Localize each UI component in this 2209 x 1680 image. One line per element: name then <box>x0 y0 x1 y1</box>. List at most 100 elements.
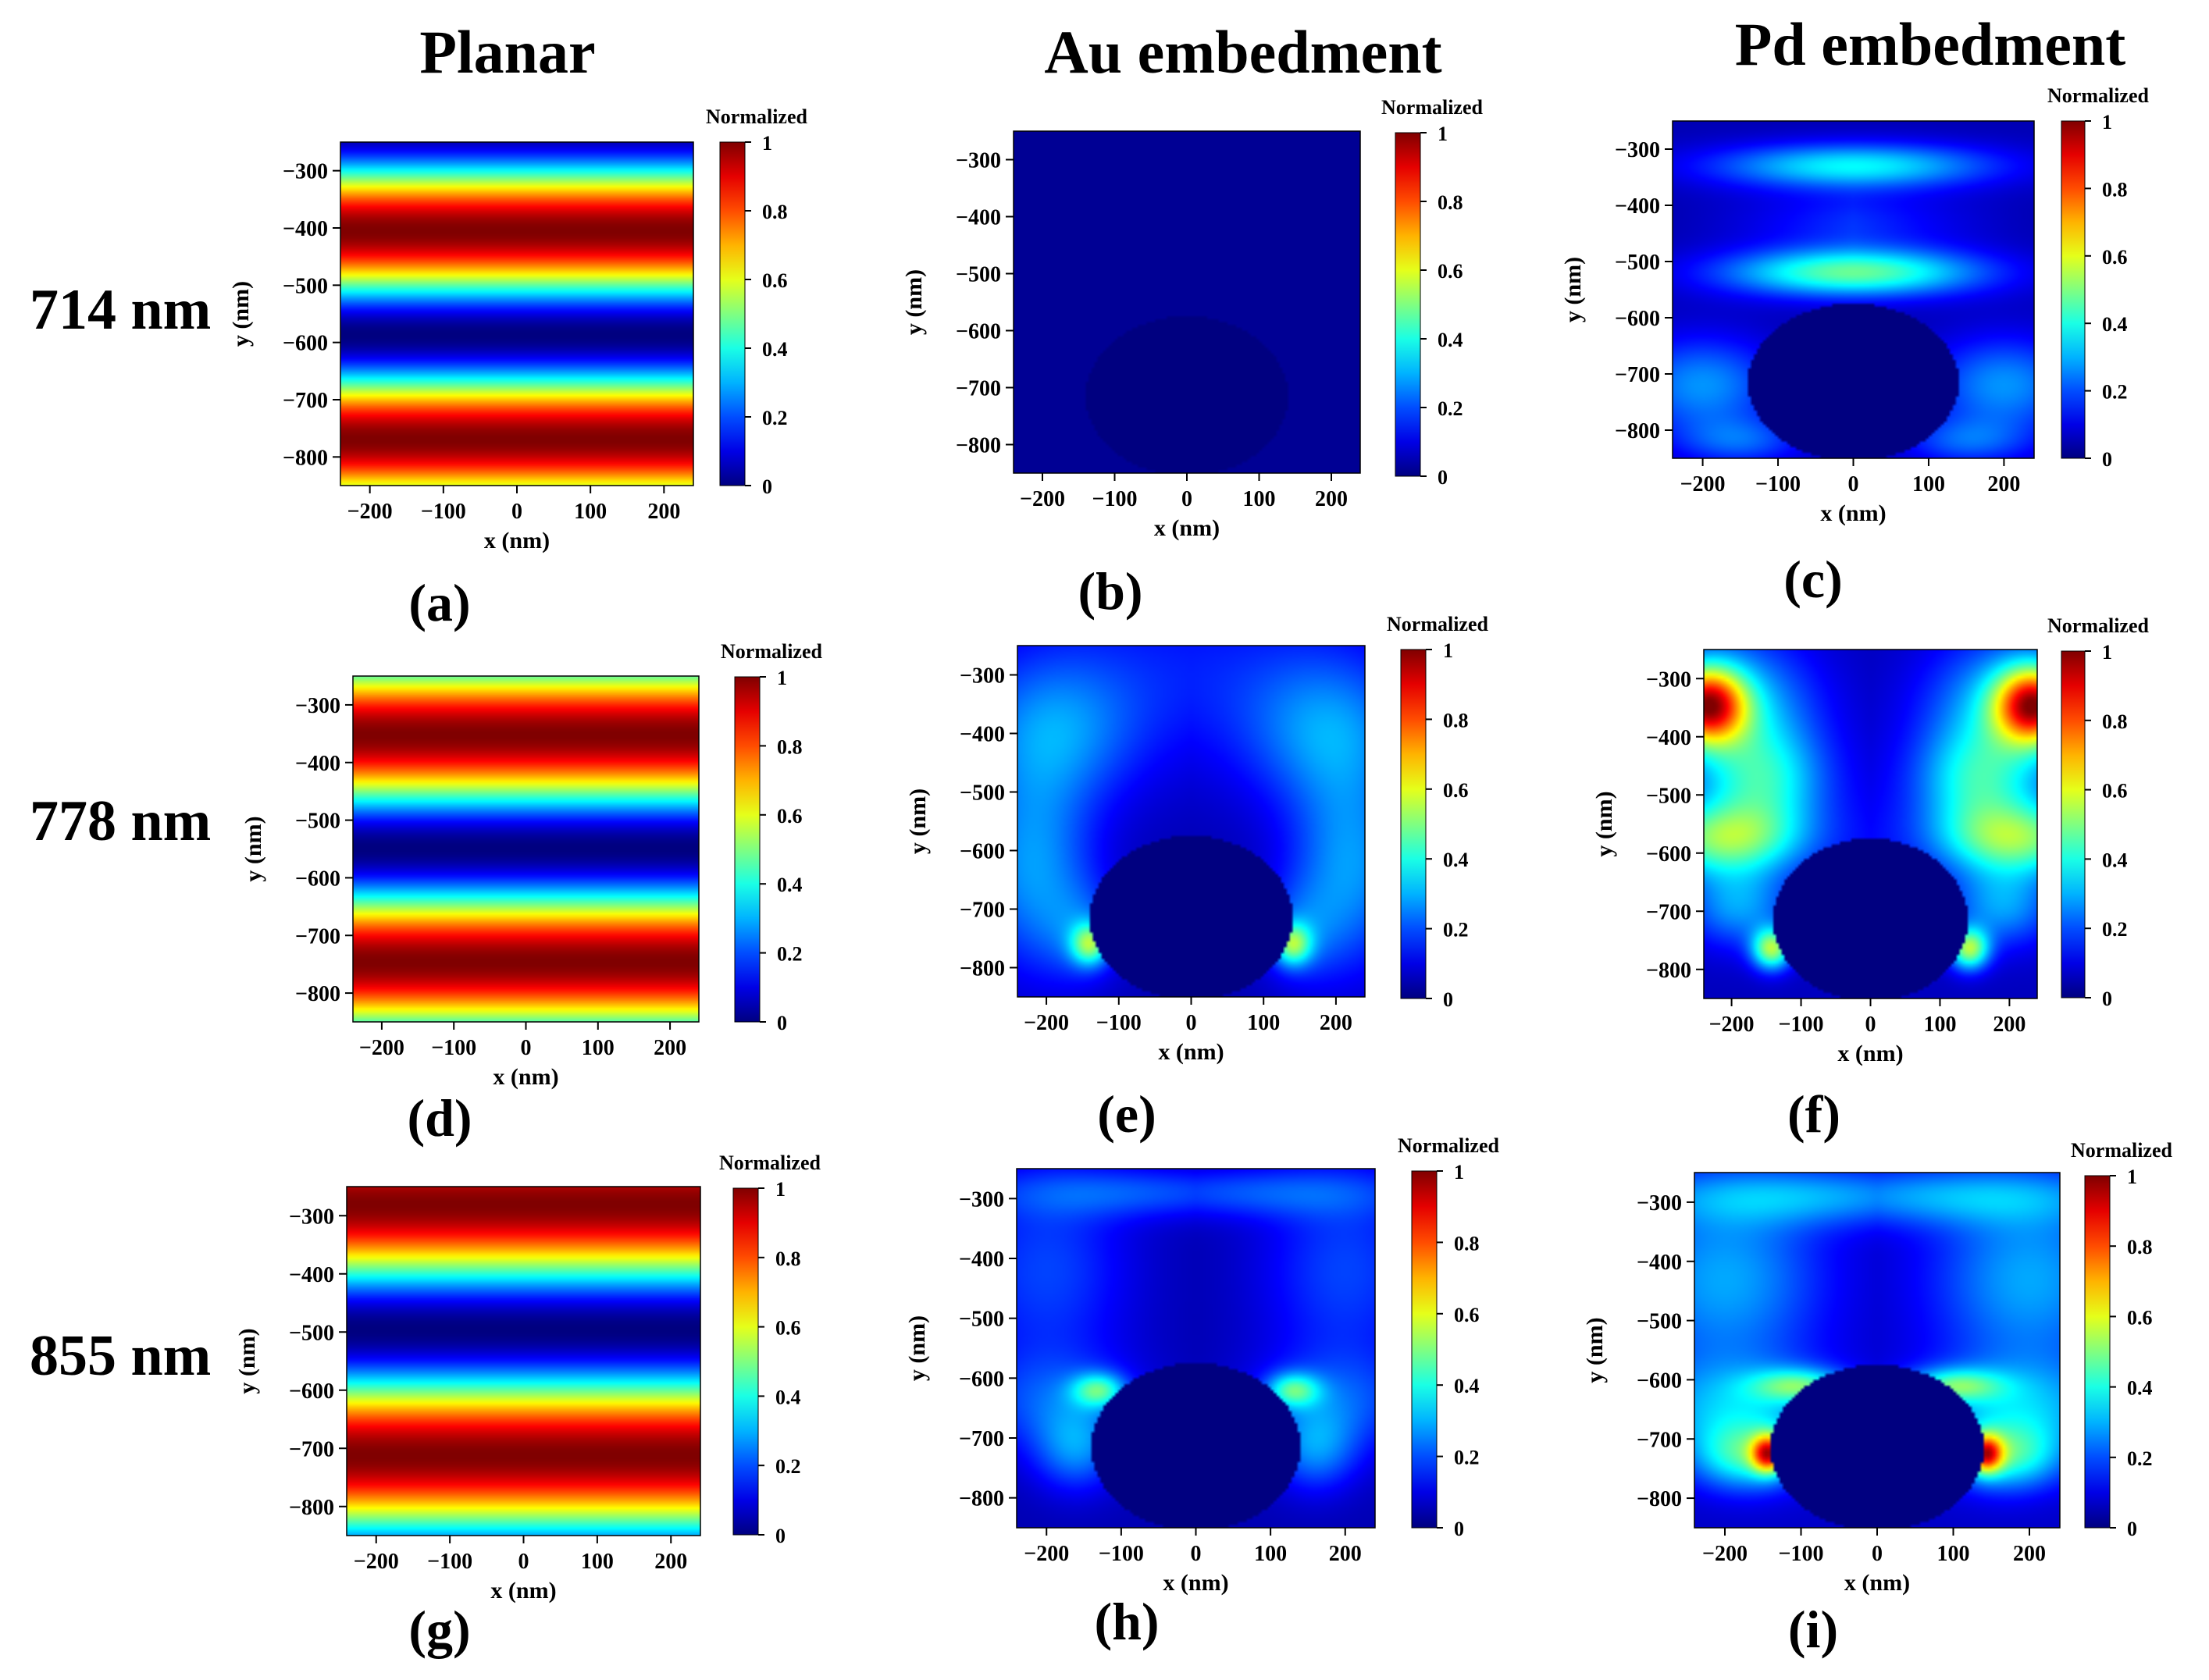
x-tick-label: −100 <box>1096 1011 1142 1035</box>
y-tick-label: −400 <box>1615 194 1660 219</box>
x-tick-label: 100 <box>581 1550 614 1574</box>
y-tick-label: −300 <box>1615 138 1660 162</box>
x-axis-label: x (nm) <box>1844 1570 1910 1596</box>
x-tick-label: −200 <box>1680 472 1726 497</box>
colorbar <box>732 1187 759 1536</box>
row-label-778nm: 778 nm <box>30 789 212 853</box>
colorbar-tick-label: 0.6 <box>762 269 788 292</box>
x-axis-label: x (nm) <box>1158 1039 1224 1065</box>
y-tick-label: −800 <box>283 446 328 470</box>
colorbar-tick-label: 0.6 <box>2102 780 2128 803</box>
colorbar-label: Normalized <box>706 105 808 128</box>
x-tick-label: 200 <box>2013 1542 2046 1566</box>
x-tick-label: 0 <box>518 1550 529 1574</box>
colorbar-tick-label: 0.8 <box>762 201 788 223</box>
x-tick-label: 100 <box>1254 1542 1287 1566</box>
x-tick-label: −100 <box>1779 1013 1824 1037</box>
colorbar-tick-label: 0.6 <box>1438 260 1463 283</box>
row-label-714nm: 714 nm <box>30 278 212 342</box>
y-tick-label: −400 <box>960 723 1005 747</box>
colorbar-tick-label: 0.8 <box>777 735 803 758</box>
y-tick-label: −800 <box>956 434 1001 458</box>
x-tick-label: −200 <box>354 1550 399 1574</box>
x-tick-label: −100 <box>1099 1542 1144 1566</box>
y-tick-label: −600 <box>956 320 1001 344</box>
colorbar <box>1411 1170 1438 1529</box>
y-tick-label: −800 <box>1637 1487 1682 1511</box>
heatmap-field-c <box>1673 121 2034 458</box>
x-axis-label: x (nm) <box>1820 500 1886 526</box>
y-tick-label: −500 <box>1615 251 1660 275</box>
y-axis-label: y (nm) <box>901 269 927 335</box>
x-tick-label: −200 <box>347 500 393 524</box>
colorbar-tick-label: 0.2 <box>775 1455 801 1478</box>
colorbar-label: Normalized <box>719 1151 821 1174</box>
colorbar-tick-label: 1 <box>1438 123 1448 145</box>
y-tick-label: −300 <box>959 1187 1004 1212</box>
colorbar-tick-label: 0 <box>762 475 772 498</box>
x-tick-label: −200 <box>1024 1542 1069 1566</box>
y-tick-label: −800 <box>289 1496 334 1520</box>
x-tick-label: 200 <box>1987 472 2020 497</box>
x-tick-label: −100 <box>431 1036 476 1060</box>
panel-a: −200 −100 0 100 200 −300 −400 −500 −600 −700 −800 x… <box>228 105 808 632</box>
y-tick-label: −400 <box>295 752 340 776</box>
panel-label-a: (a) <box>408 573 470 632</box>
x-tick-label: 100 <box>1247 1011 1280 1035</box>
panel-label-b: (b) <box>1078 561 1142 621</box>
colorbar-tick-label: 0.4 <box>2102 849 2128 871</box>
x-axis-label: x (nm) <box>1837 1041 1903 1066</box>
x-tick-label: 0 <box>1848 472 1859 497</box>
panel-label-h: (h) <box>1094 1592 1159 1651</box>
colorbar-tick-label: 1 <box>2102 111 2112 133</box>
x-tick-label: 200 <box>1993 1013 2026 1037</box>
y-tick-label: −800 <box>1646 959 1691 983</box>
x-axis-label: x (nm) <box>490 1578 556 1603</box>
y-tick-label: −700 <box>283 389 328 413</box>
colorbar-tick-label: 1 <box>1454 1161 1464 1183</box>
colorbar <box>2061 650 2086 998</box>
y-tick-label: −300 <box>295 694 340 718</box>
x-tick-label: 200 <box>654 1550 687 1574</box>
colorbar-tick-label: 0 <box>2102 988 2112 1010</box>
colorbar-tick-label: 0.4 <box>1454 1375 1480 1397</box>
y-axis-label: y (nm) <box>905 788 931 854</box>
panel-g: −200 −100 0 100 200 −300 −400 −500 −600 −700 −800 x… <box>234 1151 821 1659</box>
x-tick-label: 0 <box>1186 1011 1197 1035</box>
y-tick-label: −300 <box>1646 667 1691 692</box>
x-tick-label: 200 <box>654 1036 686 1060</box>
colorbar-tick-label: 0 <box>777 1012 787 1034</box>
colorbar-tick-label: 1 <box>1443 639 1453 662</box>
y-axis-label: y (nm) <box>1560 257 1586 322</box>
colorbar-label: Normalized <box>2047 614 2150 637</box>
y-tick-label: −400 <box>1646 726 1691 750</box>
panel-d: −200 −100 0 100 200 −300 −400 −500 −600 −700 −800 x… <box>240 640 823 1148</box>
y-tick-label: −500 <box>1646 784 1691 808</box>
x-tick-label: 100 <box>1912 472 1945 497</box>
y-tick-label: −400 <box>283 217 328 241</box>
y-tick-label: −300 <box>960 664 1005 689</box>
colorbar-tick-label: 1 <box>777 667 787 689</box>
x-tick-label: −100 <box>1092 487 1138 511</box>
y-tick-label: −600 <box>289 1379 334 1404</box>
x-tick-label: 200 <box>1315 487 1348 511</box>
y-tick-label: −600 <box>959 1367 1004 1391</box>
x-tick-label: 200 <box>1329 1542 1362 1566</box>
x-tick-label: 200 <box>647 500 680 524</box>
y-tick-label: −800 <box>960 957 1005 981</box>
colorbar-tick-label: 0.2 <box>2102 918 2128 941</box>
y-tick-label: −800 <box>1615 419 1660 443</box>
colorbar-tick-label: 0 <box>1438 466 1448 489</box>
x-axis-label: x (nm) <box>493 1064 558 1090</box>
colorbar-tick-label: 0.8 <box>2127 1236 2153 1258</box>
panel-label-f: (f) <box>1787 1084 1840 1144</box>
panel-label-d: (d) <box>407 1088 472 1148</box>
y-tick-label: −700 <box>1646 900 1691 924</box>
x-tick-label: 0 <box>1181 487 1192 511</box>
x-tick-label: 0 <box>521 1036 532 1060</box>
colorbar-tick-label: 0.4 <box>2102 313 2128 336</box>
colorbar-tick-label: 0.4 <box>1443 849 1469 871</box>
heatmap-field-b <box>1014 131 1360 473</box>
